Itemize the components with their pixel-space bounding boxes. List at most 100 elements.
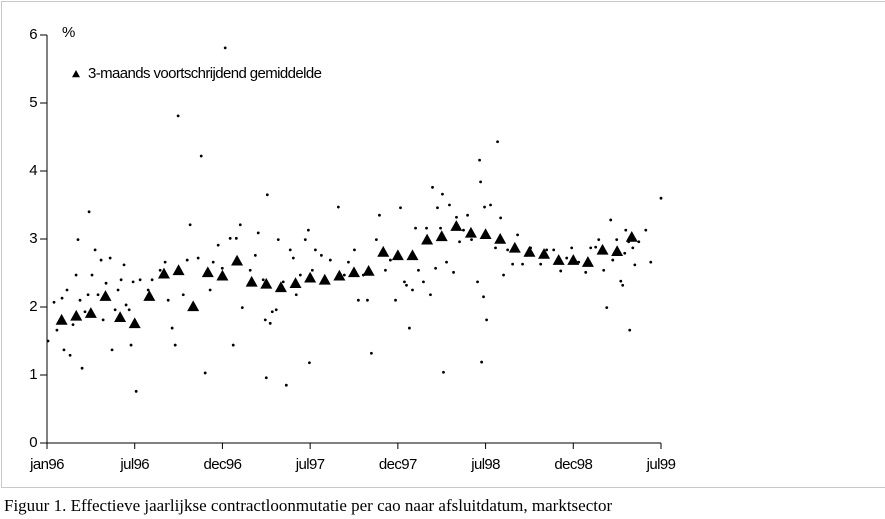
- data-point: [78, 298, 82, 302]
- data-point: [611, 258, 615, 262]
- data-point: [60, 296, 64, 300]
- data-point: [347, 260, 350, 264]
- x-tick-label: dec97: [379, 456, 417, 473]
- average-marker: [464, 226, 477, 238]
- data-point: [628, 328, 632, 332]
- data-point: [240, 306, 244, 310]
- average-marker: [231, 254, 244, 266]
- data-point: [108, 256, 112, 260]
- average-marker: [99, 290, 112, 301]
- data-point: [429, 293, 432, 297]
- data-point: [452, 270, 455, 274]
- data-point: [559, 269, 563, 273]
- data-point: [489, 203, 492, 207]
- data-point: [479, 180, 483, 184]
- data-point: [539, 262, 543, 266]
- average-marker: [55, 313, 68, 325]
- data-point: [384, 268, 387, 272]
- data-point: [223, 46, 227, 50]
- data-point: [96, 293, 100, 297]
- data-point: [516, 233, 519, 237]
- data-point: [146, 288, 150, 292]
- average-marker: [523, 245, 536, 257]
- data-point: [310, 268, 314, 272]
- data-point: [434, 266, 437, 270]
- data-point: [248, 268, 252, 272]
- data-point: [71, 323, 75, 327]
- x-tick-label: dec96: [203, 456, 241, 473]
- data-point: [122, 263, 126, 267]
- data-point: [631, 246, 635, 250]
- data-point: [83, 310, 87, 314]
- average-marker: [406, 249, 419, 261]
- data-point: [127, 308, 131, 312]
- data-point: [124, 303, 128, 307]
- average-marker: [348, 266, 360, 278]
- data-point: [131, 280, 135, 284]
- caption: Figuur 1. Effectieve jaarlijkse contract…: [4, 496, 612, 515]
- average-marker: [172, 264, 185, 276]
- data-point: [303, 238, 307, 242]
- data-point: [506, 248, 510, 252]
- data-point: [445, 260, 448, 264]
- x-tick-label: jul98: [470, 456, 500, 473]
- data-point: [552, 248, 556, 252]
- data-point: [87, 210, 91, 214]
- data-point: [378, 213, 381, 217]
- average-marker: [157, 267, 170, 279]
- average-marker: [70, 309, 83, 321]
- data-point: [414, 226, 417, 230]
- data-point: [119, 278, 123, 282]
- legend-marker: [72, 70, 80, 78]
- data-point: [436, 206, 439, 210]
- average-marker: [260, 277, 273, 289]
- data-point: [231, 343, 235, 347]
- data-point: [485, 318, 488, 322]
- data-point: [619, 279, 623, 283]
- data-point: [74, 273, 78, 277]
- data-point: [181, 293, 185, 297]
- data-point: [389, 258, 392, 262]
- data-point: [480, 360, 484, 364]
- average-marker: [508, 241, 521, 253]
- data-point: [294, 293, 298, 297]
- average-marker: [128, 317, 141, 329]
- data-point: [170, 326, 174, 330]
- data-point: [265, 193, 269, 197]
- data-point: [93, 248, 97, 252]
- average-marker: [143, 290, 156, 301]
- data-point: [199, 154, 203, 158]
- average-marker: [84, 307, 97, 318]
- data-point: [602, 268, 606, 272]
- legend-label: 3-maands voortschrijdend gemiddelde: [88, 65, 322, 82]
- average-marker: [377, 245, 390, 257]
- y-tick-label: 6: [29, 26, 37, 43]
- data-point: [176, 114, 180, 118]
- data-point: [220, 266, 224, 270]
- data-point: [545, 248, 549, 252]
- data-point: [256, 231, 260, 235]
- data-point: [264, 376, 268, 380]
- data-point: [263, 318, 267, 322]
- data-point: [298, 273, 302, 277]
- data-point: [408, 326, 411, 330]
- data-point: [110, 348, 114, 352]
- average-marker: [318, 273, 331, 285]
- data-point: [238, 223, 242, 227]
- data-point: [104, 281, 108, 285]
- x-tick-label: jul99: [646, 456, 676, 473]
- data-point: [439, 226, 442, 230]
- data-point: [565, 256, 569, 260]
- average-marker: [567, 254, 580, 265]
- data-point: [455, 215, 458, 219]
- data-point: [462, 228, 465, 232]
- data-point: [116, 288, 120, 292]
- data-point: [482, 295, 485, 299]
- data-point: [609, 218, 613, 222]
- average-marker: [552, 254, 565, 265]
- data-point: [448, 203, 451, 207]
- data-point: [633, 263, 637, 267]
- data-point: [624, 228, 628, 232]
- data-point: [150, 278, 154, 282]
